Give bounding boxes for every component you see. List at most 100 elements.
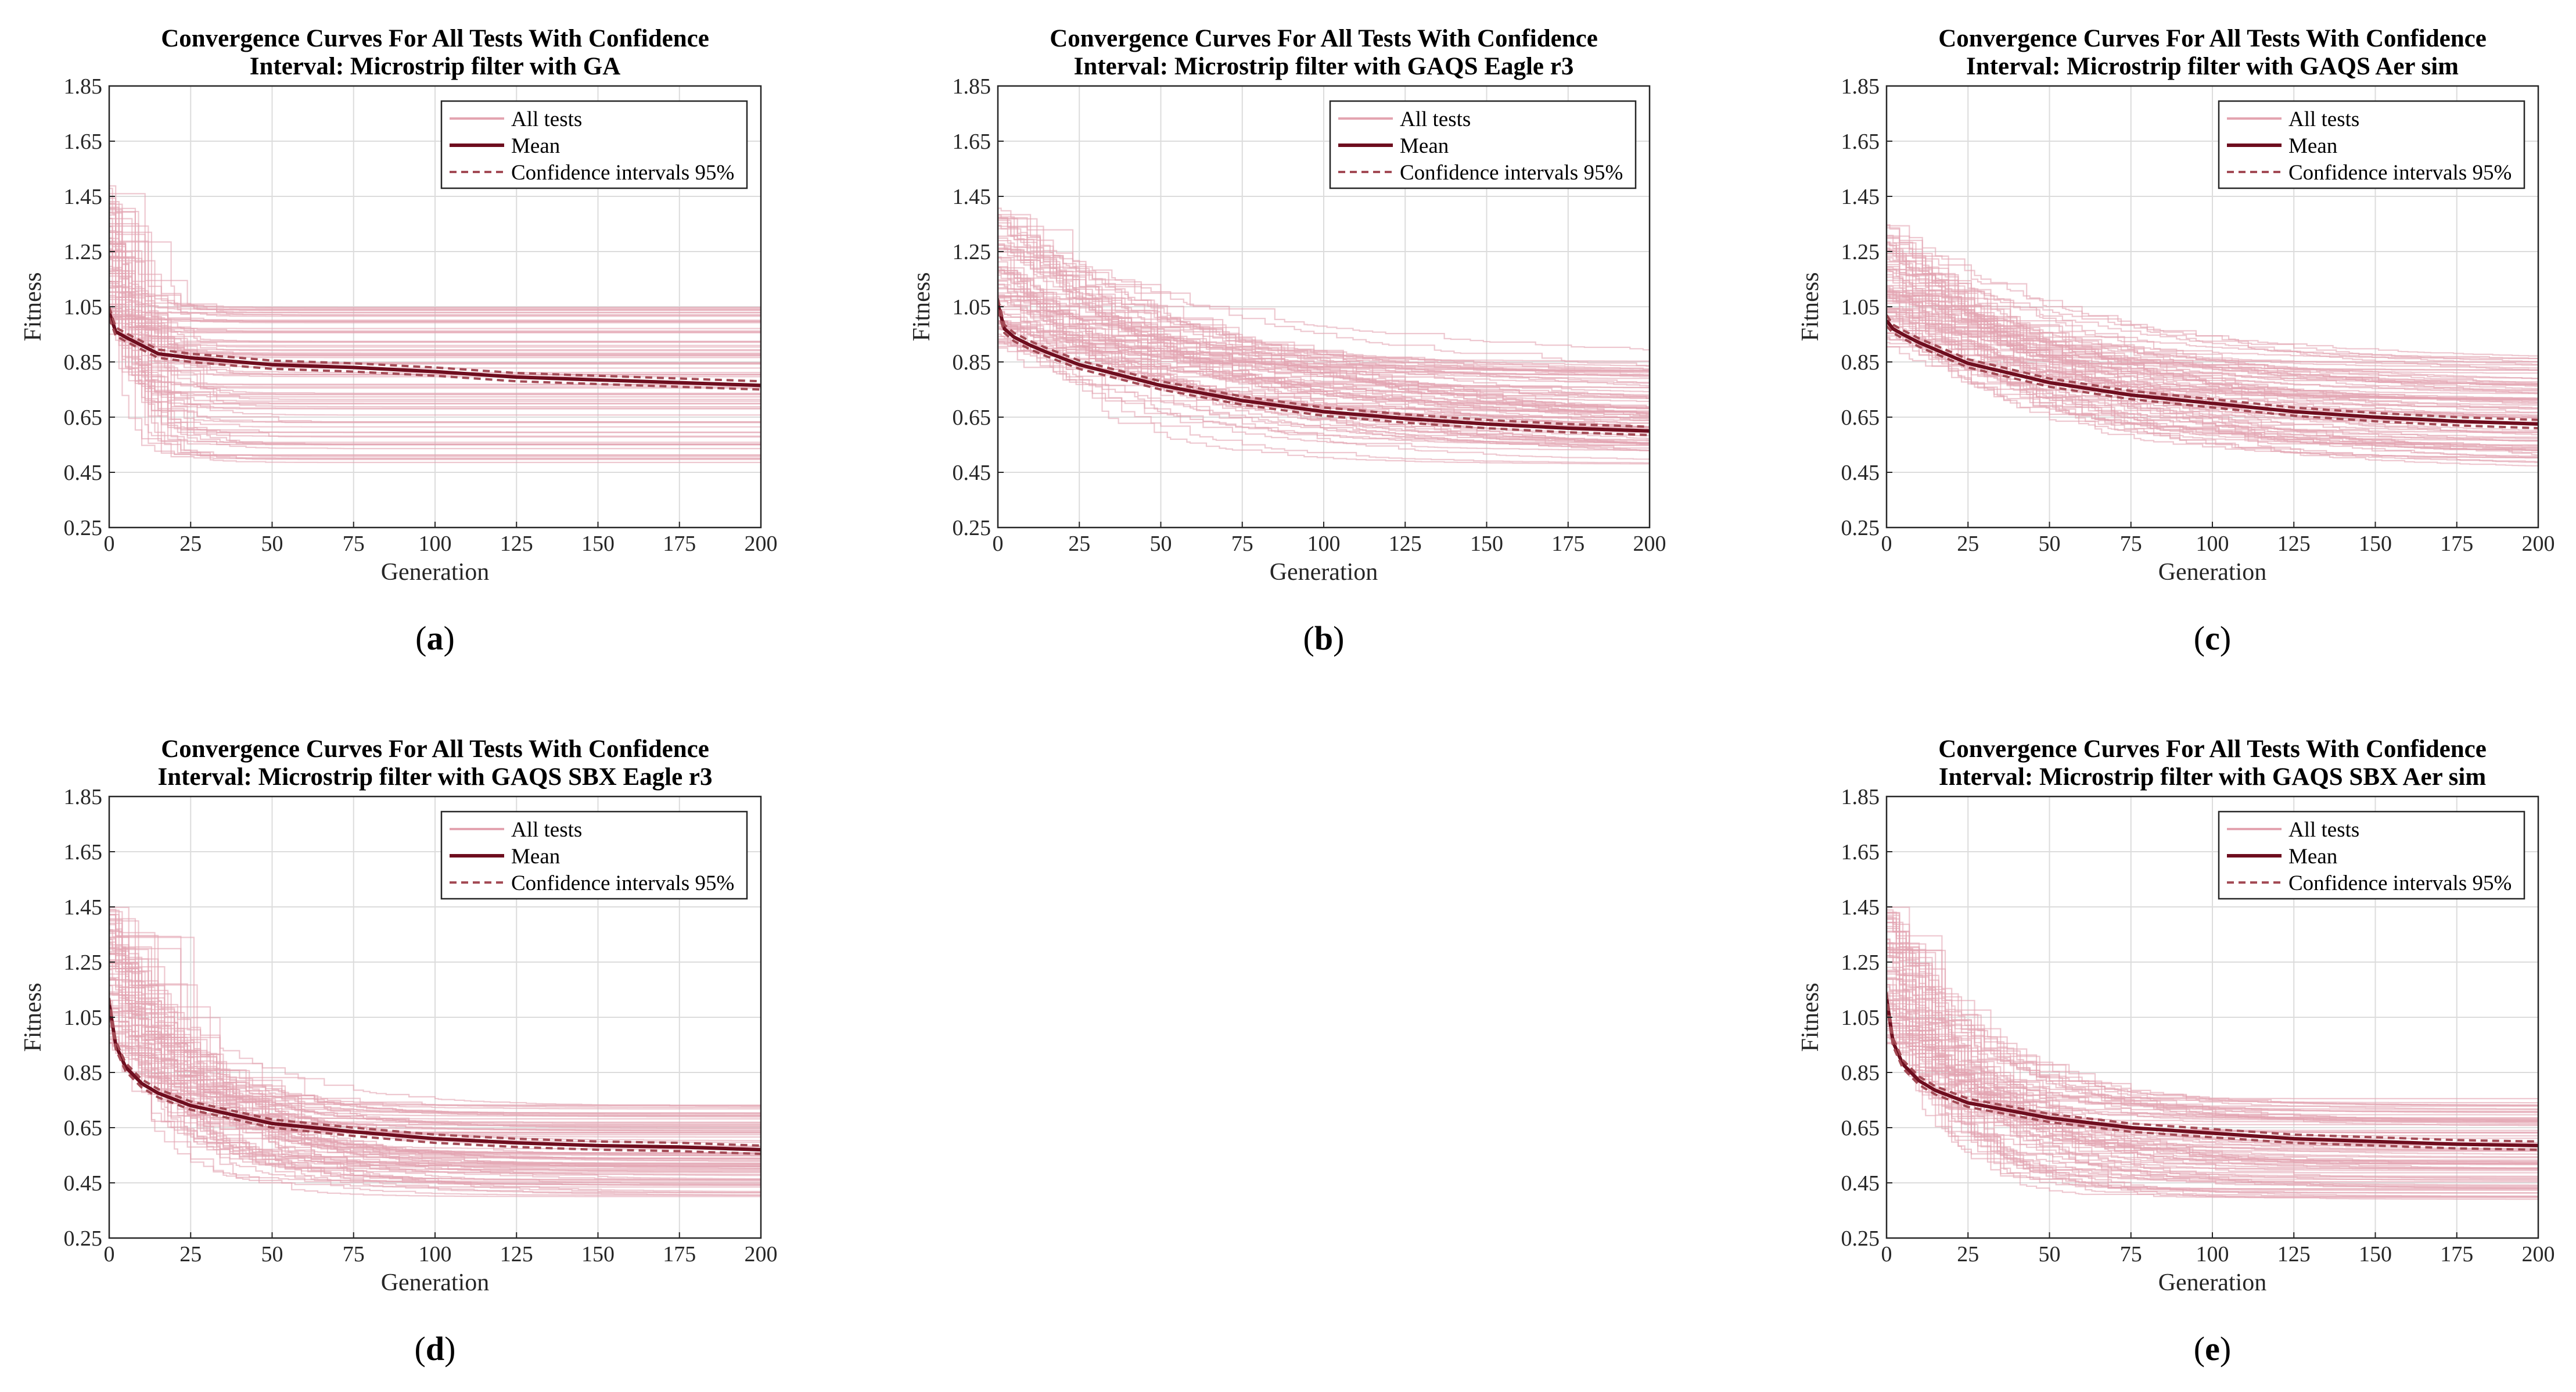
x-tick-label: 0 bbox=[993, 532, 1004, 556]
x-tick-label: 150 bbox=[581, 532, 615, 556]
test-curve bbox=[109, 973, 761, 1108]
test-curve bbox=[1887, 999, 2538, 1146]
y-tick-label: 0.45 bbox=[953, 461, 991, 485]
mean-line bbox=[109, 1003, 761, 1151]
y-tick-label: 1.65 bbox=[64, 130, 103, 154]
test-curve bbox=[109, 1042, 761, 1159]
x-tick-label: 25 bbox=[179, 532, 202, 556]
test-curve bbox=[1887, 308, 2538, 458]
chart-panel-c: Convergence Curves For All Tests With Co… bbox=[1797, 25, 2555, 657]
test-curve bbox=[1887, 303, 2538, 433]
test-curve bbox=[109, 992, 761, 1142]
y-tick-label: 0.85 bbox=[64, 350, 103, 375]
test-curve bbox=[109, 319, 761, 433]
test-curve bbox=[1887, 1035, 2538, 1186]
y-tick-label: 1.45 bbox=[64, 185, 103, 209]
test-curve bbox=[109, 225, 761, 375]
test-curve bbox=[109, 272, 761, 389]
legend-entry: All tests bbox=[2288, 818, 2359, 842]
test-curve bbox=[109, 291, 761, 423]
test-curve bbox=[1887, 333, 2538, 446]
y-tick-label: 0.85 bbox=[1841, 350, 1880, 375]
test-curve bbox=[109, 310, 761, 314]
y-tick-label: 0.25 bbox=[953, 516, 991, 540]
legend-entry: All tests bbox=[511, 107, 582, 131]
test-curve bbox=[109, 243, 761, 438]
all-tests-group bbox=[109, 185, 761, 464]
test-curve bbox=[109, 286, 761, 332]
test-curve bbox=[109, 930, 761, 1116]
y-tick-label: 1.25 bbox=[64, 950, 103, 975]
y-tick-label: 1.85 bbox=[64, 785, 103, 809]
mean-line bbox=[1887, 998, 2538, 1147]
all-tests-group bbox=[109, 906, 761, 1197]
y-tick-label: 0.45 bbox=[1841, 461, 1880, 485]
test-curve bbox=[1887, 942, 2538, 1161]
y-tick-label: 1.65 bbox=[64, 840, 103, 864]
chart-title: Interval: Microstrip filter with GAQS Ae… bbox=[1966, 53, 2459, 80]
test-curve bbox=[1887, 288, 2538, 433]
x-tick-label: 175 bbox=[2440, 1242, 2473, 1267]
y-axis-label: Fitness bbox=[20, 982, 46, 1052]
y-tick-label: 0.85 bbox=[953, 350, 991, 375]
panel-label: (a) bbox=[415, 619, 455, 657]
test-curve bbox=[998, 328, 1650, 372]
confidence-interval-line bbox=[109, 1009, 761, 1156]
y-tick-label: 1.65 bbox=[1841, 840, 1880, 864]
legend-entry: Mean bbox=[1400, 134, 1449, 158]
test-curve bbox=[998, 295, 1650, 371]
y-tick-label: 1.25 bbox=[1841, 950, 1880, 975]
test-curve bbox=[998, 295, 1650, 442]
test-curve bbox=[109, 313, 761, 321]
x-tick-label: 200 bbox=[1633, 532, 1666, 556]
test-curve bbox=[1887, 255, 2538, 414]
test-curve bbox=[998, 341, 1650, 465]
x-axis-label: Generation bbox=[1270, 559, 1378, 586]
x-tick-label: 50 bbox=[261, 1242, 283, 1267]
x-tick-label: 50 bbox=[261, 532, 283, 556]
y-axis-label: Fitness bbox=[1797, 982, 1824, 1052]
chart-title: Convergence Curves For All Tests With Co… bbox=[1938, 25, 2487, 52]
test-curve bbox=[109, 315, 761, 388]
x-tick-label: 0 bbox=[104, 532, 115, 556]
mean-line bbox=[998, 303, 1650, 433]
test-curve bbox=[109, 304, 761, 364]
test-curve bbox=[109, 944, 761, 1107]
test-curve bbox=[1887, 257, 2538, 357]
test-curve bbox=[109, 188, 761, 400]
x-tick-label: 150 bbox=[1470, 532, 1503, 556]
x-tick-label: 200 bbox=[2522, 532, 2555, 556]
x-axis-label: Generation bbox=[2158, 1269, 2267, 1296]
panel-label: (b) bbox=[1303, 619, 1345, 657]
test-curve bbox=[109, 281, 761, 405]
test-curve bbox=[109, 250, 761, 324]
test-curve bbox=[109, 275, 761, 343]
test-curve bbox=[998, 310, 1650, 372]
test-curve bbox=[1887, 267, 2538, 365]
test-curve bbox=[109, 212, 761, 437]
test-curve bbox=[109, 241, 761, 308]
test-curve bbox=[998, 218, 1650, 410]
test-curve bbox=[998, 320, 1650, 412]
confidence-interval-line bbox=[1887, 325, 2538, 429]
x-tick-label: 75 bbox=[2120, 1242, 2142, 1267]
chart-panel-d: Convergence Curves For All Tests With Co… bbox=[20, 736, 778, 1368]
test-curve bbox=[109, 231, 761, 348]
test-curve bbox=[1887, 1000, 2538, 1104]
test-curve bbox=[1887, 1013, 2538, 1183]
x-tick-label: 25 bbox=[1068, 532, 1090, 556]
test-curve bbox=[1887, 235, 2538, 406]
mean-line bbox=[1887, 319, 2538, 426]
test-curve bbox=[998, 247, 1650, 414]
test-curve bbox=[109, 315, 761, 408]
chart-title: Convergence Curves For All Tests With Co… bbox=[1050, 25, 1598, 52]
y-tick-label: 1.05 bbox=[64, 295, 103, 320]
y-tick-label: 0.65 bbox=[1841, 406, 1880, 430]
chart-title: Interval: Microstrip filter with GAQS SB… bbox=[157, 763, 712, 791]
legend-entry: All tests bbox=[2288, 107, 2359, 131]
x-tick-label: 150 bbox=[2359, 1242, 2392, 1267]
y-tick-label: 1.05 bbox=[953, 295, 991, 320]
